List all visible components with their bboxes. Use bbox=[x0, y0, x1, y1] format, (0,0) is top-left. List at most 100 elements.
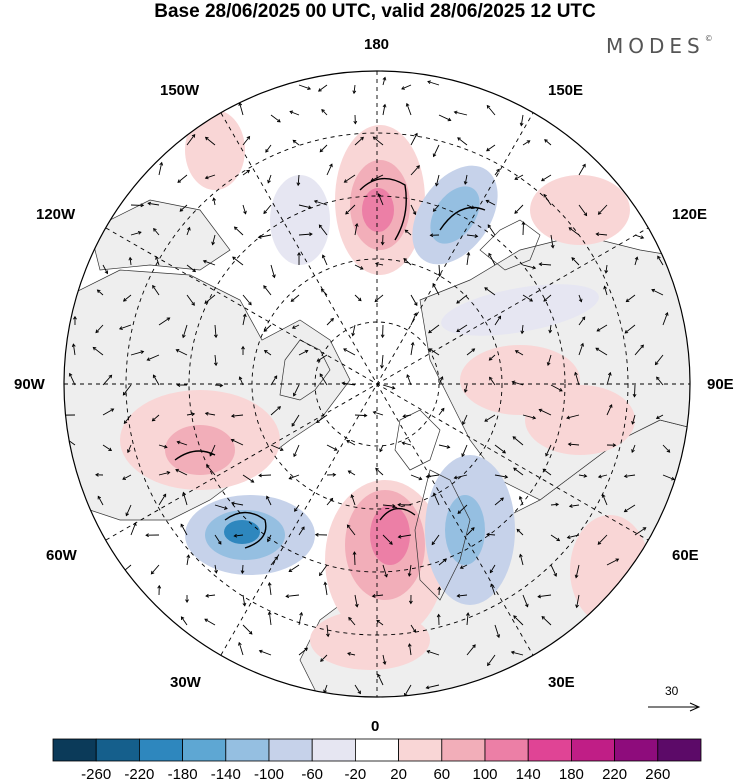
wind-arrow-head bbox=[182, 491, 186, 496]
wind-arrow-head bbox=[401, 86, 405, 90]
wind-arrow-head bbox=[558, 388, 563, 392]
colorbar-swatch bbox=[311, 738, 356, 762]
wind-arrow bbox=[181, 616, 188, 626]
wind-arrow bbox=[242, 594, 246, 606]
wind-arrow bbox=[292, 139, 300, 146]
wind-arrow bbox=[92, 347, 104, 356]
wind-arrow-head bbox=[206, 464, 210, 469]
colorbar-swatch bbox=[657, 738, 702, 762]
wind-arrow-head bbox=[425, 685, 430, 690]
wind-arrow-head bbox=[514, 350, 519, 354]
wind-arrow-head bbox=[408, 600, 413, 605]
wind-arrow-head bbox=[519, 122, 524, 127]
wind-arrow bbox=[595, 347, 608, 356]
wind-arrow-head bbox=[623, 508, 628, 513]
graticule bbox=[64, 71, 690, 697]
wind-arrow bbox=[209, 444, 216, 457]
wind-arrow bbox=[286, 594, 300, 597]
wind-arrow bbox=[382, 654, 386, 665]
wind-arrow-head bbox=[427, 80, 431, 85]
wind-arrow bbox=[205, 174, 216, 179]
colorbar-swatch bbox=[614, 738, 659, 762]
wind-arrow-head bbox=[432, 492, 437, 497]
colorbar: -260 -220 -180 -140 -100 -60 -20 20 60 100 140 180 2… bbox=[52, 738, 702, 783]
wind-arrow bbox=[298, 526, 305, 536]
wind-arrow-head bbox=[486, 147, 490, 152]
wind-arrow-head bbox=[204, 175, 209, 180]
colorbar-swatch bbox=[527, 738, 572, 762]
wind-arrow bbox=[298, 204, 312, 209]
wind-arrow bbox=[326, 498, 333, 506]
wind-arrow-head bbox=[431, 541, 436, 546]
wind-arrow bbox=[567, 534, 580, 539]
wind-arrow-head bbox=[382, 103, 387, 108]
wind-arrow bbox=[323, 684, 328, 693]
wind-arrow-head bbox=[380, 334, 385, 339]
wind-arrow-head bbox=[382, 661, 387, 666]
wind-arrow-head bbox=[145, 533, 149, 538]
wind-arrow-head bbox=[580, 342, 584, 347]
wind-arrow bbox=[486, 200, 496, 206]
wind-arrow-head bbox=[488, 252, 492, 257]
wind-arrow bbox=[539, 263, 552, 266]
wind-arrow-head bbox=[407, 643, 412, 647]
wind-arrow bbox=[522, 594, 529, 607]
wind-arrow bbox=[263, 204, 272, 214]
wind-arrow-head bbox=[432, 282, 436, 287]
wind-arrow-head bbox=[289, 110, 294, 115]
chart-title: Base 28/06/2025 00 UTC, valid 28/06/2025… bbox=[154, 1, 596, 22]
wind-arrow-head bbox=[175, 468, 179, 473]
wind-arrow bbox=[122, 384, 132, 396]
wind-arrow bbox=[606, 372, 611, 386]
wind-arrow bbox=[550, 564, 557, 577]
wind-arrow bbox=[519, 496, 524, 506]
wind-arrow bbox=[242, 294, 252, 306]
wind-arrow bbox=[511, 651, 524, 656]
wind-vectors bbox=[64, 76, 675, 697]
wind-arrow bbox=[605, 264, 608, 274]
label-30w: 30W bbox=[170, 674, 201, 691]
colorbar-label: -100 bbox=[254, 766, 284, 783]
wind-arrow-head bbox=[578, 298, 583, 303]
wind-arrow-head bbox=[425, 474, 430, 479]
wind-arrow bbox=[426, 474, 440, 478]
wind-arrow bbox=[266, 496, 272, 506]
wind-arrow bbox=[512, 381, 524, 386]
wind-arrow bbox=[158, 444, 168, 448]
wind-arrow-head bbox=[657, 255, 661, 260]
wind-arrow-head bbox=[413, 312, 418, 317]
wind-arrow-head bbox=[379, 448, 383, 453]
wind-arrow-head bbox=[150, 570, 155, 575]
wind-arrow bbox=[662, 312, 668, 326]
wind-arrow-head bbox=[243, 210, 247, 215]
wind-arrow bbox=[270, 375, 278, 386]
wind-arrow bbox=[298, 84, 311, 90]
wind-arrow bbox=[122, 474, 132, 480]
wind-arrow-head bbox=[118, 326, 123, 330]
wind-arrow bbox=[513, 467, 524, 476]
wind-arrow-head bbox=[152, 374, 157, 379]
wind-arrow-head bbox=[542, 468, 547, 473]
wind-arrow bbox=[539, 409, 552, 416]
wind-arrow bbox=[186, 555, 190, 566]
colorbar-label: -60 bbox=[301, 766, 323, 783]
wind-arrow bbox=[549, 324, 552, 333]
wind-arrow bbox=[203, 260, 216, 266]
wind-arrow bbox=[488, 253, 496, 266]
wind-arrow-head bbox=[488, 357, 493, 361]
wind-arrow bbox=[123, 294, 132, 302]
wind-arrow-head bbox=[597, 541, 602, 545]
wind-arrow bbox=[326, 444, 338, 451]
wind-arrow bbox=[656, 376, 664, 386]
wind-arrow-head bbox=[277, 118, 281, 123]
wind-arrow bbox=[153, 374, 160, 386]
wind-arrow-head bbox=[631, 449, 635, 453]
wind-arrow-head bbox=[529, 298, 534, 302]
wind-arrow bbox=[297, 174, 300, 186]
wind-arrow-head bbox=[209, 452, 213, 457]
wind-arrow-head bbox=[372, 136, 377, 141]
wind-arrow-head bbox=[357, 690, 361, 695]
wind-arrow-head bbox=[654, 361, 659, 366]
wind-arrow bbox=[374, 294, 384, 302]
wind-arrow-head bbox=[471, 348, 476, 352]
